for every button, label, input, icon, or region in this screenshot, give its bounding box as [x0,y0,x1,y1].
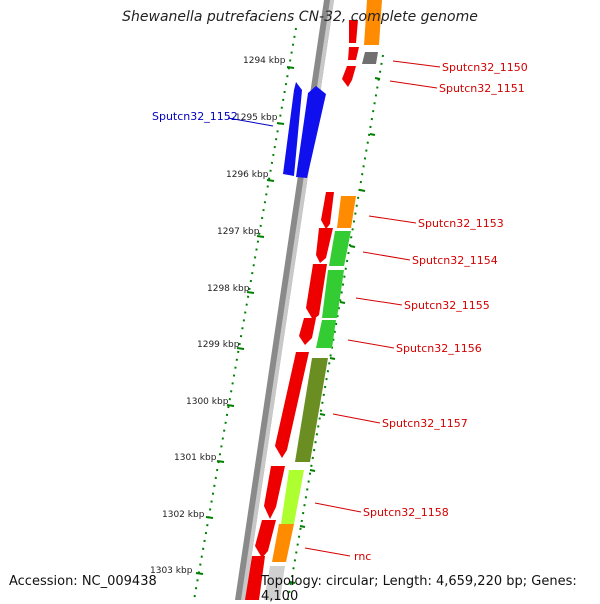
gene-label-sputcn32-1151: Sputcn32_1151 [439,82,525,95]
gene-label-sputcn32-1150: Sputcn32_1150 [442,61,528,74]
gene-sputcn32-1158-block [281,470,304,524]
tick-label-1301: 1301 kbp [174,453,217,463]
gene-sputcn32-1155-block [322,270,344,318]
gene-label-sputcn32-1158: Sputcn32_1158 [363,506,449,519]
gene-sputcn32-1157-block [295,358,328,462]
tick-label-1297: 1297 kbp [217,227,260,237]
tick-marks [195,66,295,575]
gene-label-rnc: rnc [354,550,371,563]
gene-label-sputcn32-1157: Sputcn32_1157 [382,417,468,430]
tick-label-1302: 1302 kbp [162,510,205,520]
gene-rnc-block [272,524,294,562]
tick-label-1300: 1300 kbp [186,397,229,407]
gene-sputcn32-1156-block [316,320,336,348]
gene-orange-top [364,0,382,45]
tick-label-1295: 1295 kbp [235,113,278,123]
tick-label-1294: 1294 kbp [243,56,286,66]
gene-label-sputcn32-1153: Sputcn32_1153 [418,217,504,230]
gene-sputcn32-1152-blocks [283,82,326,178]
map-title: Shewanella putrefaciens CN-32, complete … [122,9,478,25]
label-leader-lines [304,60,441,557]
gene-label-sputcn32-1152: Sputcn32_1152 [152,110,238,123]
cds-track [245,20,359,600]
tick-label-1296: 1296 kbp [226,170,269,180]
gene-label-sputcn32-1156: Sputcn32_1156 [396,342,482,355]
label-leader-line-1152 [227,117,274,127]
accession-label: Accession: NC_009438 [9,574,157,589]
tick-label-1298: 1298 kbp [207,284,250,294]
gene-gray-bottom [264,566,285,600]
outer-tick-marks [289,77,381,584]
gene-sputcn32-1153-block [337,196,356,228]
tick-label-1303: 1303 kbp [150,566,193,576]
gene-label-sputcn32-1155: Sputcn32_1155 [404,299,490,312]
gene-sputcn32-1154-block [329,231,351,266]
tick-label-1299: 1299 kbp [197,340,240,350]
gene-gray-top [362,52,378,64]
gene-label-sputcn32-1154: Sputcn32_1154 [412,254,498,267]
